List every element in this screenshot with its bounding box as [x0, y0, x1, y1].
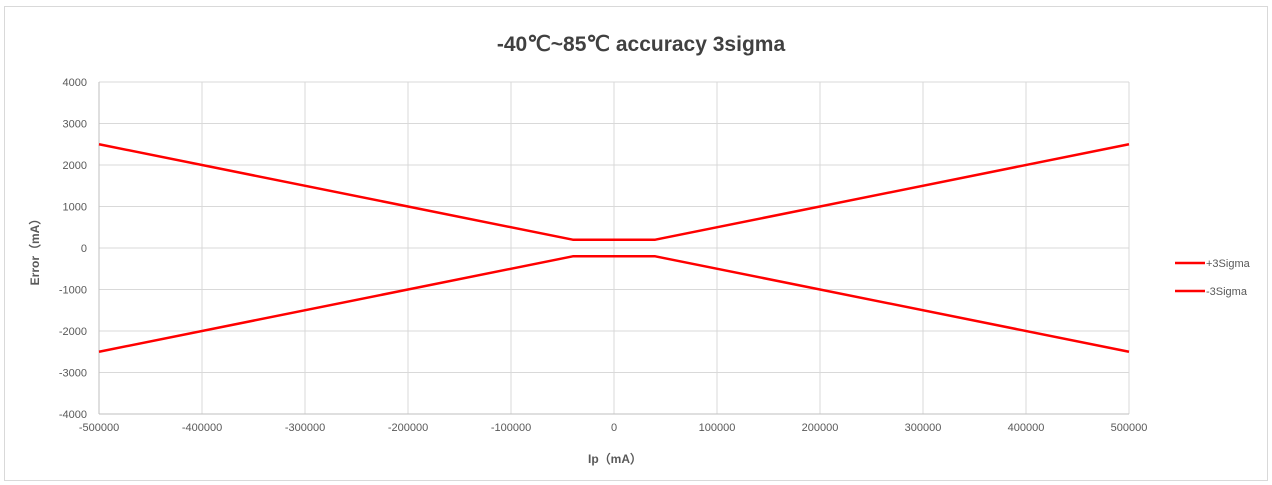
y-tick-label: -4000 [59, 409, 87, 421]
x-tick-label: 400000 [1008, 422, 1045, 434]
series-line-minus-3sigma [98, 255, 1130, 353]
axes [98, 82, 1129, 415]
y-tick-label: -1000 [59, 285, 87, 297]
x-tick-label: -500000 [79, 422, 119, 434]
chart-frame: -40℃~85℃ accuracy 3sigma -500000 -400000-… [4, 6, 1268, 481]
y-tick-label: 1000 [63, 202, 87, 214]
y-tick-label: 4000 [63, 77, 87, 89]
x-tick-label: -100000 [491, 422, 531, 434]
grid-lines [98, 81, 1130, 415]
x-tick-label: 0 [611, 422, 617, 434]
x-tick-label: -300000 [285, 422, 325, 434]
y-axis-title: Error（mA） [27, 213, 42, 286]
x-tick-label: 500000 [1111, 422, 1148, 434]
legend-label: +3Sigma [1206, 258, 1251, 270]
y-tick-label: -2000 [59, 326, 87, 338]
line-chart: -40℃~85℃ accuracy 3sigma -500000 -400000-… [27, 33, 1251, 466]
x-tick-label: -200000 [388, 422, 428, 434]
y-tick-label: -3000 [59, 368, 87, 380]
y-tick-label: 2000 [63, 160, 87, 172]
series-lines [98, 143, 1130, 353]
y-tick-label: 0 [81, 243, 87, 255]
x-tick-label: 300000 [905, 422, 942, 434]
legend: +3Sigma -3Sigma [1175, 258, 1251, 298]
x-tick-label: 100000 [699, 422, 736, 434]
x-tick-label: -400000 [182, 422, 222, 434]
x-tick-label: 200000 [802, 422, 839, 434]
tick-labels: -500000 -400000 -300000 -200000 -100000 0 1000… [59, 77, 1148, 434]
chart-title: -40℃~85℃ accuracy 3sigma [497, 33, 786, 56]
legend-label: -3Sigma [1206, 286, 1248, 298]
y-tick-label: 3000 [63, 119, 87, 131]
series-line-plus-3sigma [98, 143, 1130, 241]
x-axis-title: Ip（mA） [588, 451, 642, 466]
